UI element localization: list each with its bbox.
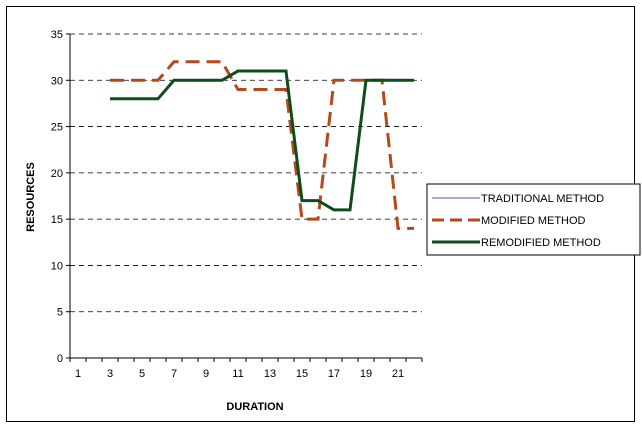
- series-line-1: [110, 60, 414, 230]
- y-tick-label: 5: [57, 307, 63, 319]
- x-tick-labels: 1 3 5 7 9 11 13 15 17 19 21: [75, 368, 404, 380]
- x-tick-label: 3: [107, 368, 113, 380]
- x-axis-title: DURATION: [226, 401, 283, 413]
- series-line-2: [110, 69, 414, 212]
- x-tick-label: 15: [296, 368, 308, 380]
- y-tick-label: 0: [57, 353, 63, 365]
- y-tick-labels: 0 5 10 15 20 25 30 35: [51, 29, 63, 365]
- gridlines: [70, 33, 422, 313]
- legend-entries: TRADITIONAL METHOD MODIFIED METHOD REMODIF…: [432, 193, 604, 249]
- legend-label-0: TRADITIONAL METHOD: [481, 193, 604, 205]
- y-tick-label: 20: [51, 168, 63, 180]
- legend-label-2: REMODIFIED METHOD: [481, 237, 601, 249]
- y-tick-label: 30: [51, 75, 63, 87]
- x-tick-label: 21: [392, 368, 404, 380]
- legend-label-1: MODIFIED METHOD: [481, 215, 586, 227]
- x-tick-label: 1: [75, 368, 81, 380]
- x-tick-label: 7: [171, 368, 177, 380]
- y-tick-label: 35: [51, 29, 63, 41]
- axes: [66, 33, 423, 362]
- y-tick-label: 10: [51, 260, 63, 272]
- y-axis-title: RESOURCES: [25, 162, 37, 232]
- series-lines: [110, 60, 414, 230]
- x-tick-label: 11: [232, 368, 243, 380]
- x-tick-label: 17: [328, 368, 340, 380]
- x-tick-label: 9: [203, 368, 209, 380]
- y-tick-label: 15: [51, 214, 63, 226]
- x-tick-label: 19: [360, 368, 372, 380]
- x-tick-label: 13: [264, 368, 276, 380]
- legend: TRADITIONAL METHOD MODIFIED METHOD REMODIF…: [426, 183, 641, 256]
- x-tick-label: 5: [139, 368, 145, 380]
- y-tick-label: 25: [51, 122, 63, 134]
